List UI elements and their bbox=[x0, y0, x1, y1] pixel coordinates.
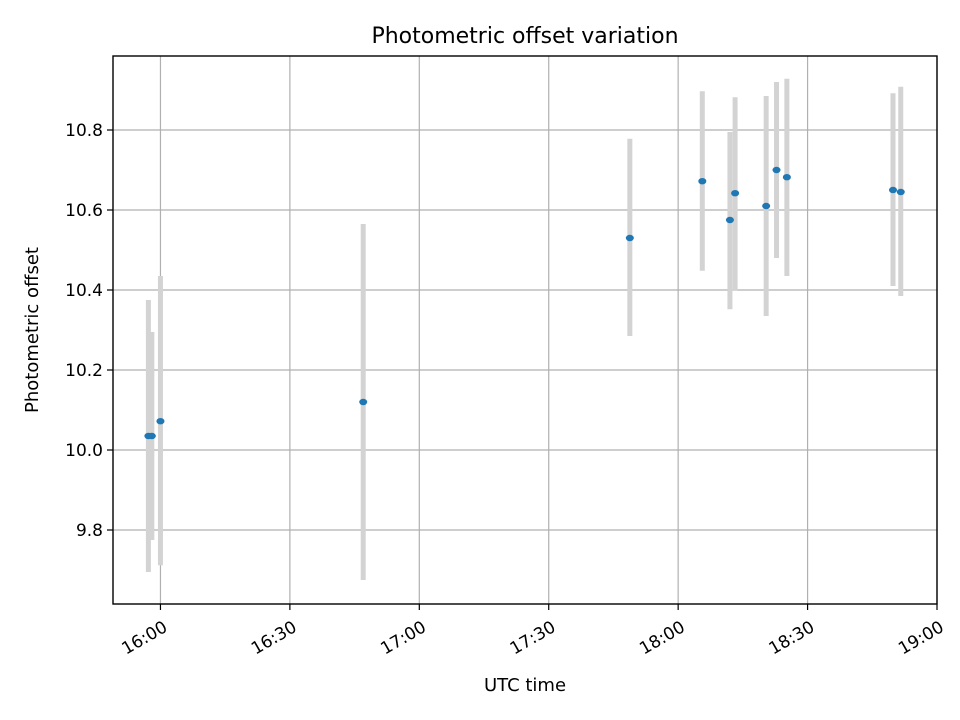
y-tick-label: 10.6 bbox=[65, 201, 103, 221]
data-point bbox=[896, 188, 905, 196]
data-point bbox=[359, 398, 368, 406]
data-point bbox=[698, 178, 707, 185]
y-ticks: 9.8 10.0 10.2 10.4 10.6 10.8 bbox=[65, 121, 113, 541]
x-tick-label: 17:00 bbox=[377, 617, 429, 659]
x-tick-label: 16:30 bbox=[248, 617, 300, 659]
data-point bbox=[762, 202, 771, 210]
y-tick-label: 10.2 bbox=[65, 361, 103, 381]
y-tick-label: 9.8 bbox=[76, 521, 103, 541]
chart-title: Photometric offset variation bbox=[371, 24, 678, 49]
point-layer bbox=[144, 166, 905, 440]
x-tick-label: 17:30 bbox=[507, 617, 559, 659]
x-tick-label: 18:00 bbox=[636, 617, 688, 659]
data-point bbox=[731, 190, 740, 197]
data-point bbox=[772, 166, 781, 174]
y-axis-label: Photometric offset bbox=[22, 247, 43, 413]
x-tick-label: 16:00 bbox=[119, 617, 171, 659]
plot-frame bbox=[112, 55, 938, 605]
data-point bbox=[782, 174, 791, 181]
x-tick-label: 18:30 bbox=[766, 617, 818, 659]
data-point bbox=[888, 186, 897, 194]
grid-layer bbox=[113, 56, 938, 604]
x-tick-label: 19:00 bbox=[895, 617, 947, 659]
errorbar-layer bbox=[145, 78, 904, 580]
y-tick-label: 10.0 bbox=[65, 441, 103, 461]
x-axis-label: UTC time bbox=[484, 675, 566, 696]
data-point bbox=[625, 234, 634, 242]
x-ticks: 16:00 16:30 17:00 17:30 18:00 18:30 19:00 bbox=[119, 604, 948, 659]
y-tick-label: 10.4 bbox=[65, 281, 103, 301]
data-point bbox=[156, 418, 165, 425]
data-point bbox=[147, 432, 156, 440]
data-point bbox=[725, 216, 734, 224]
y-tick-label: 10.8 bbox=[65, 121, 103, 141]
